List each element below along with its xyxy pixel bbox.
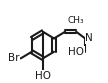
Text: HO: HO (68, 47, 84, 57)
Text: Br: Br (8, 53, 20, 63)
Text: CH₃: CH₃ (68, 16, 85, 25)
Text: HO: HO (35, 71, 51, 81)
Text: N: N (85, 33, 93, 43)
